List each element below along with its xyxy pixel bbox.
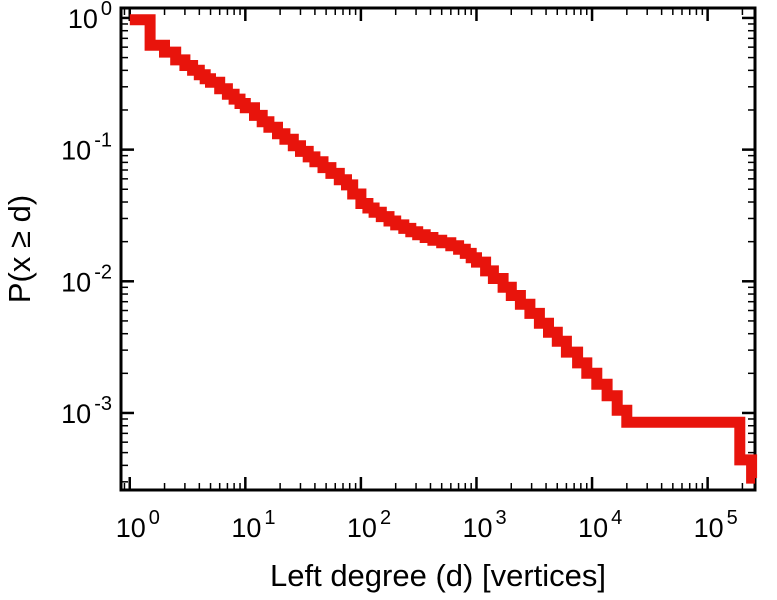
- x-tick-label: 10 1: [231, 507, 275, 543]
- tick-labels-layer: 10 0 10 1 10 2 10 3 10 4 10 5 10 0 10 -1 10 -2 10 -3: [61, 0, 738, 543]
- y-tick-label: 10 -1: [61, 130, 112, 166]
- y-tick-label: 10 -3: [61, 393, 112, 429]
- y-axis-label: P(x ≥ d): [2, 195, 37, 303]
- x-axis-label: Left degree (d) [vertices]: [270, 558, 606, 593]
- y-tick-label: 10 0: [68, 0, 112, 34]
- data-curve-layer: [129, 14, 758, 484]
- ccdf-curve: [129, 14, 758, 484]
- tick-marks-layer: [121, 8, 755, 490]
- x-tick-label: 10 5: [694, 507, 738, 543]
- x-tick-label: 10 3: [462, 507, 506, 543]
- x-tick-label: 10 0: [116, 507, 160, 543]
- y-tick-label: 10 -2: [61, 261, 112, 297]
- x-tick-label: 10 4: [578, 507, 622, 543]
- plot-frame-layer: [119, 6, 757, 492]
- x-tick-label: 10 2: [347, 507, 391, 543]
- plot-frame: [119, 6, 757, 492]
